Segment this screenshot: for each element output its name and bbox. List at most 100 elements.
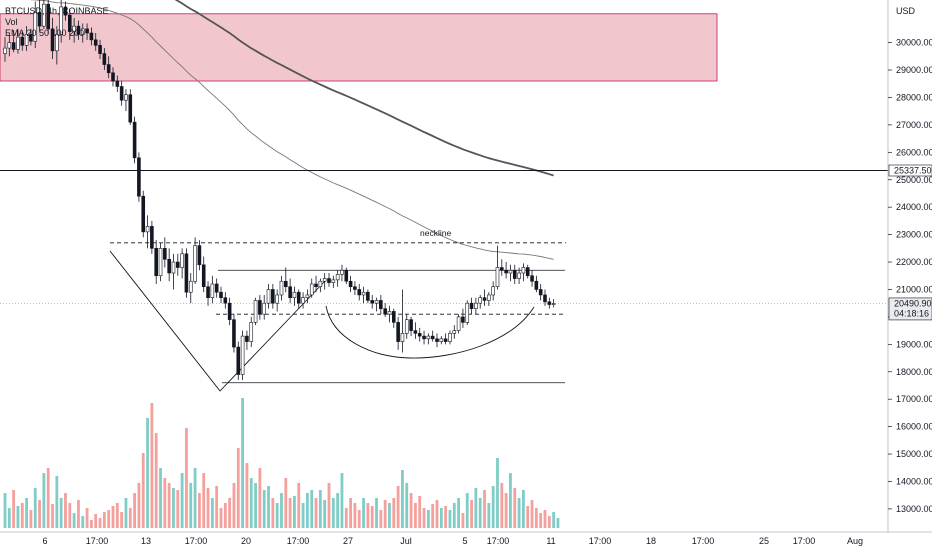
candle[interactable] xyxy=(55,26,59,65)
candle[interactable] xyxy=(435,333,439,348)
candle[interactable] xyxy=(422,330,426,345)
candle[interactable] xyxy=(288,278,292,304)
candle[interactable] xyxy=(331,275,336,289)
candle[interactable] xyxy=(42,0,46,29)
candle[interactable] xyxy=(76,20,81,40)
candle[interactable] xyxy=(482,289,487,306)
candle[interactable] xyxy=(383,303,387,317)
candle[interactable] xyxy=(309,278,314,298)
candle[interactable] xyxy=(547,297,552,309)
candle[interactable] xyxy=(253,297,258,326)
candle[interactable] xyxy=(495,245,500,290)
candle[interactable] xyxy=(448,330,452,345)
candle[interactable] xyxy=(370,294,375,309)
candle[interactable] xyxy=(20,31,25,51)
candle[interactable] xyxy=(33,1,38,49)
candle[interactable] xyxy=(102,48,107,71)
v-pattern-lines[interactable] xyxy=(109,250,326,392)
candle[interactable] xyxy=(543,289,547,306)
candle[interactable] xyxy=(499,259,504,276)
candle[interactable] xyxy=(465,300,470,326)
candle[interactable] xyxy=(266,283,271,309)
candle[interactable] xyxy=(327,273,331,287)
candle[interactable] xyxy=(3,37,7,62)
candle[interactable] xyxy=(197,240,202,271)
candle[interactable] xyxy=(271,283,275,309)
price-axis[interactable]: 13000.00 14000.00 15000.00 16000.00 17000.00… xyxy=(887,0,932,532)
candle[interactable] xyxy=(223,292,228,309)
candle[interactable] xyxy=(85,23,89,40)
candle[interactable] xyxy=(417,327,422,342)
candle[interactable] xyxy=(322,273,327,290)
candle[interactable] xyxy=(487,292,491,306)
candle[interactable] xyxy=(240,330,245,380)
candle[interactable] xyxy=(72,17,76,43)
candle[interactable] xyxy=(305,289,310,304)
candle[interactable] xyxy=(400,289,405,353)
candle[interactable] xyxy=(292,286,297,306)
candle[interactable] xyxy=(296,289,301,309)
candle[interactable] xyxy=(154,240,158,284)
candle[interactable] xyxy=(344,267,349,284)
candle[interactable] xyxy=(37,0,42,32)
candle[interactable] xyxy=(63,1,68,21)
candle[interactable] xyxy=(124,89,128,112)
candle[interactable] xyxy=(512,264,517,284)
candle[interactable] xyxy=(353,281,357,295)
candle[interactable] xyxy=(387,305,392,323)
plot-area[interactable] xyxy=(0,0,888,528)
candle[interactable] xyxy=(452,325,457,339)
candle[interactable] xyxy=(357,283,362,301)
candle[interactable] xyxy=(530,270,534,287)
candle[interactable] xyxy=(128,89,133,125)
candle[interactable] xyxy=(517,267,521,284)
candle[interactable] xyxy=(439,336,444,345)
candle[interactable] xyxy=(236,341,241,380)
candle[interactable] xyxy=(275,289,279,312)
candle[interactable] xyxy=(193,237,197,284)
candle[interactable] xyxy=(279,275,284,301)
candle[interactable] xyxy=(391,308,396,328)
candle[interactable] xyxy=(474,297,478,315)
candle[interactable] xyxy=(456,314,461,334)
candle[interactable] xyxy=(249,316,254,348)
candle[interactable] xyxy=(534,275,539,293)
candle[interactable] xyxy=(461,308,465,328)
candle[interactable] xyxy=(348,275,353,293)
candle[interactable] xyxy=(283,267,288,293)
candle[interactable] xyxy=(145,215,150,249)
candle[interactable] xyxy=(443,333,448,345)
candle[interactable] xyxy=(314,275,318,293)
candle[interactable] xyxy=(119,81,124,106)
candle[interactable] xyxy=(115,75,120,92)
candle[interactable] xyxy=(206,281,210,306)
candle[interactable] xyxy=(50,17,55,60)
candle[interactable] xyxy=(379,294,383,315)
candle[interactable] xyxy=(150,220,154,254)
candle[interactable] xyxy=(404,314,409,339)
candle[interactable] xyxy=(258,294,262,320)
candle[interactable] xyxy=(469,297,474,315)
candle[interactable] xyxy=(396,316,400,350)
candle[interactable] xyxy=(163,237,167,268)
candle[interactable] xyxy=(137,152,141,202)
candle[interactable] xyxy=(29,28,33,46)
candle[interactable] xyxy=(106,56,111,79)
candle[interactable] xyxy=(504,262,508,279)
candle[interactable] xyxy=(430,330,435,342)
candle[interactable] xyxy=(16,28,20,54)
candle[interactable] xyxy=(301,292,305,309)
candle[interactable] xyxy=(538,283,543,301)
candle[interactable] xyxy=(184,248,189,298)
candle[interactable] xyxy=(98,39,102,60)
candle[interactable] xyxy=(46,0,51,35)
candle[interactable] xyxy=(318,278,323,293)
candle[interactable] xyxy=(11,30,16,53)
rounded-bottom-curve[interactable] xyxy=(325,305,535,359)
candle[interactable] xyxy=(68,9,72,40)
candle[interactable] xyxy=(525,264,530,279)
candle[interactable] xyxy=(232,314,236,353)
candle[interactable] xyxy=(93,33,98,51)
candle[interactable] xyxy=(366,289,370,304)
